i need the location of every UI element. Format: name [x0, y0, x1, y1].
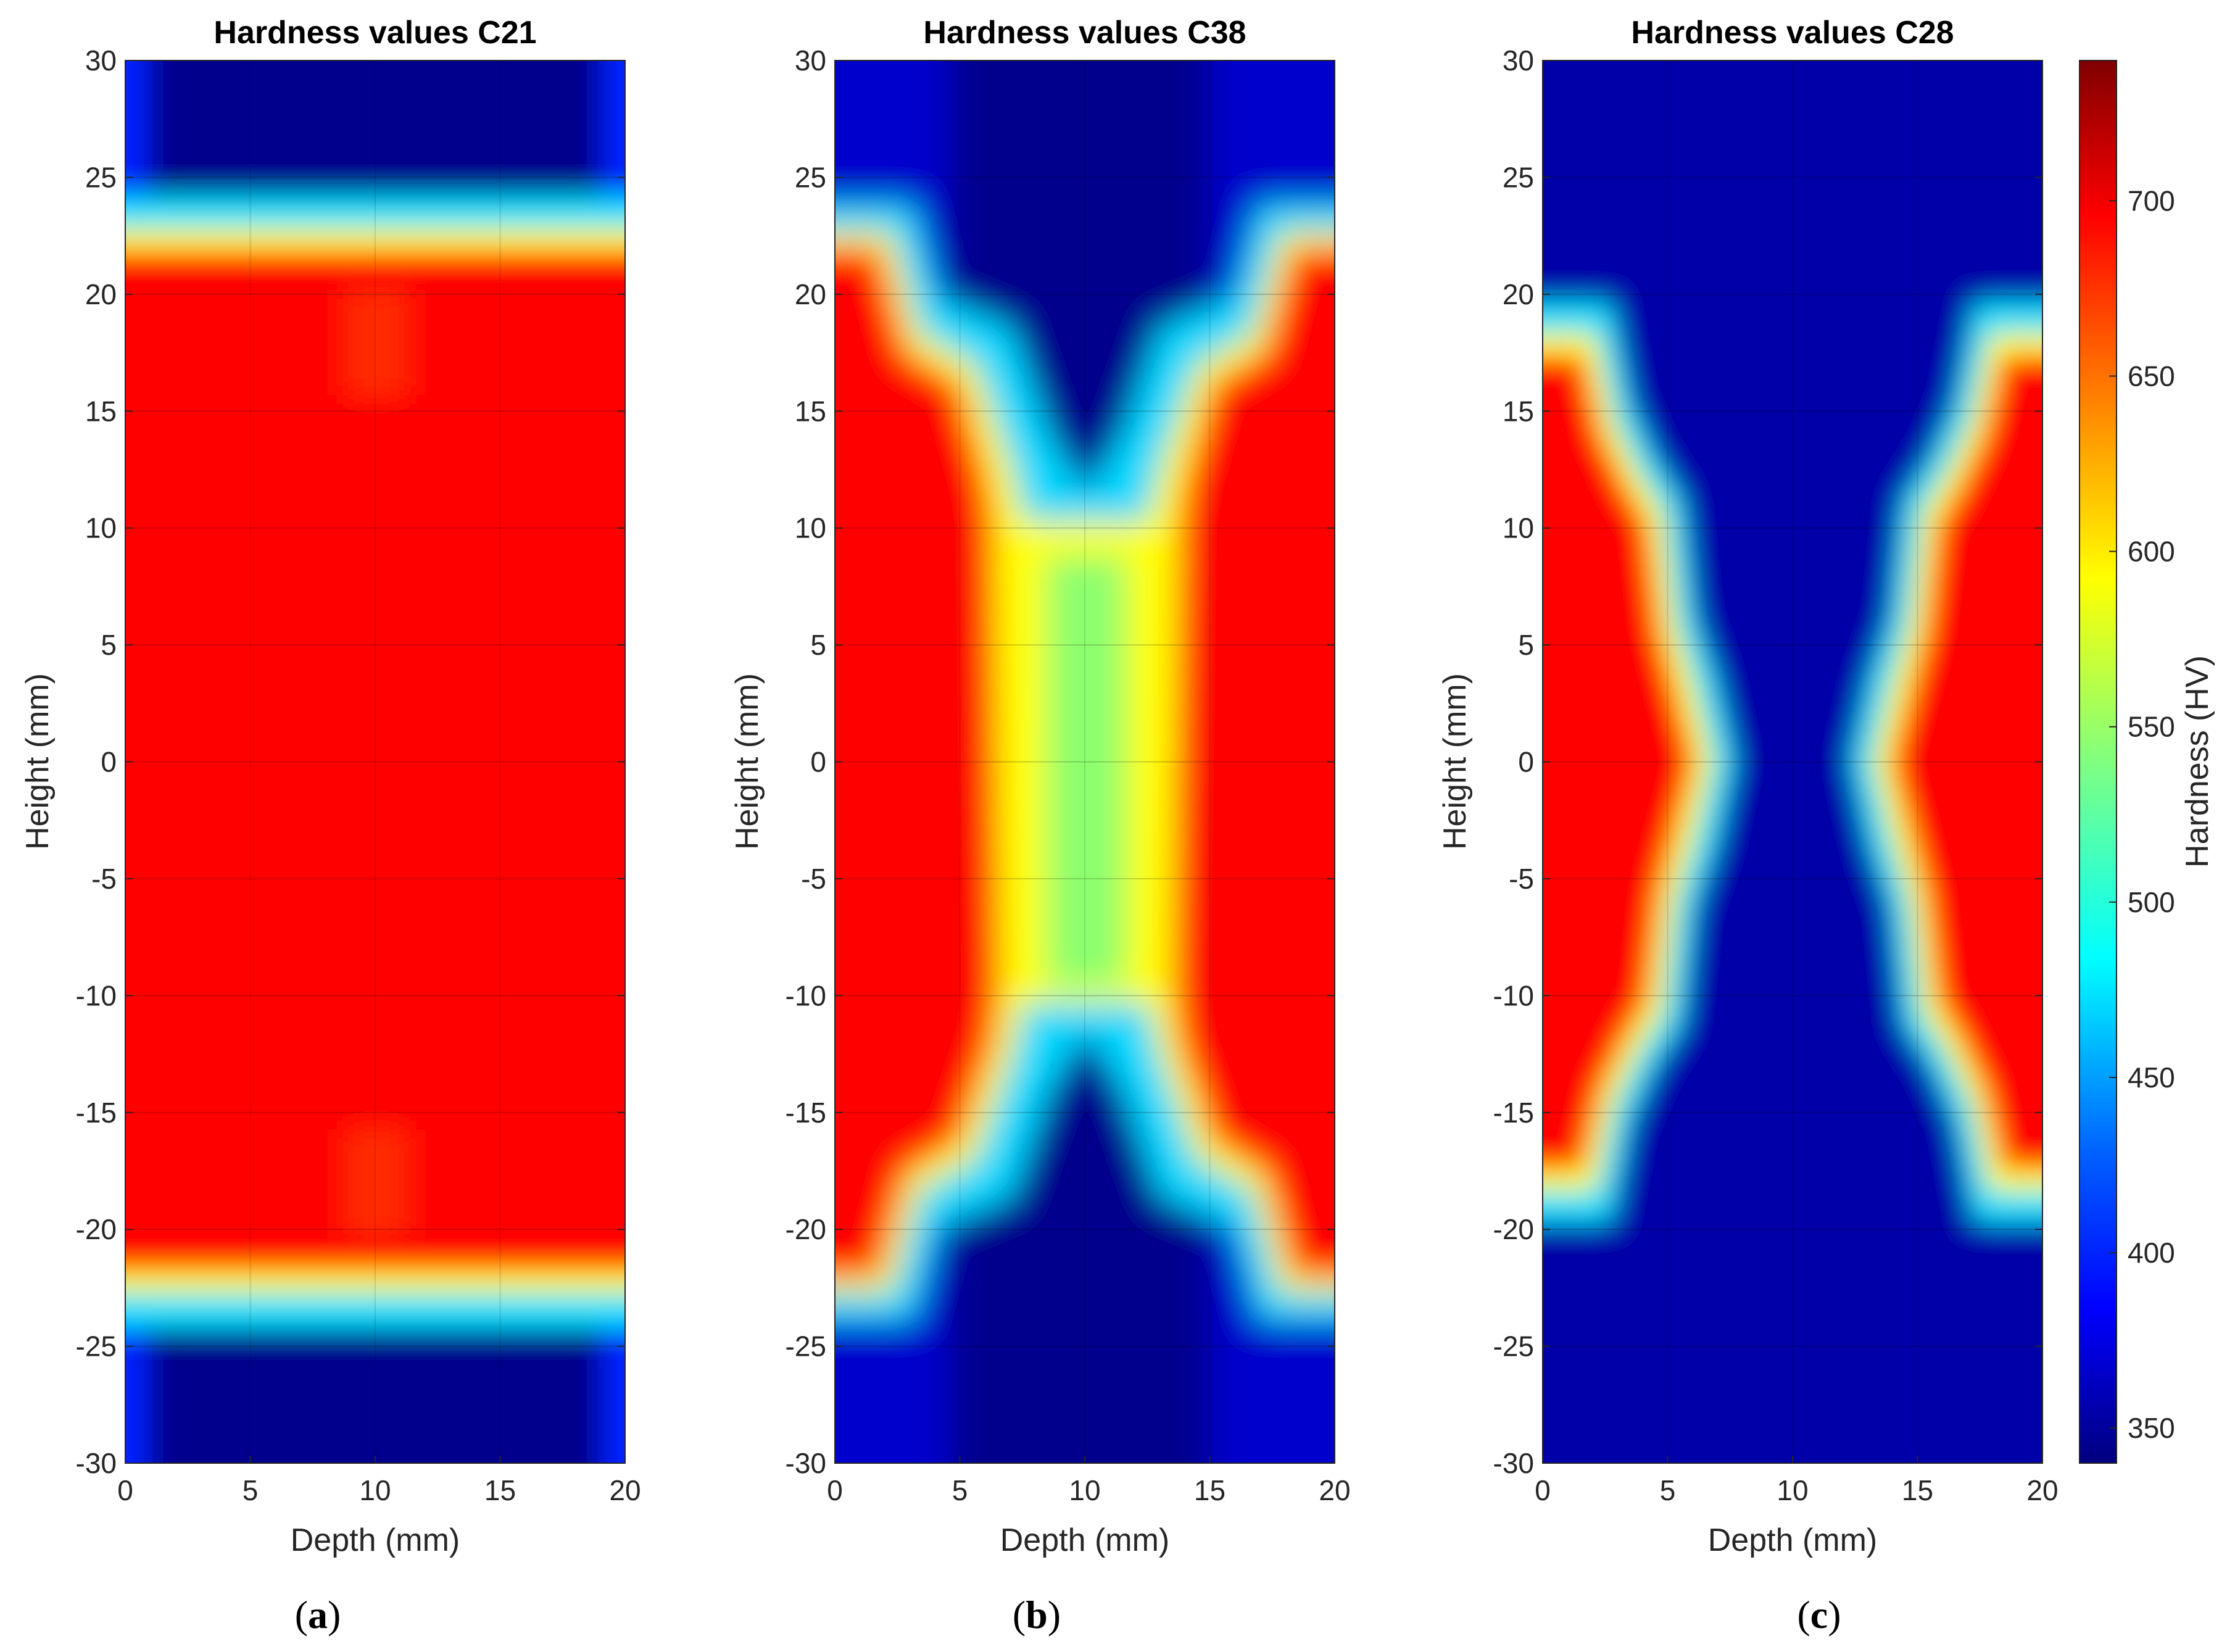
- y-tick-label: 10: [85, 512, 117, 544]
- y-tick-label: 30: [795, 44, 826, 77]
- y-tick-label: 20: [85, 278, 117, 310]
- y-tick-label: 5: [1518, 629, 1534, 661]
- y-tick-label: -5: [91, 863, 117, 895]
- x-axis-label-b: Depth (mm): [1000, 1522, 1169, 1558]
- panel-label-c: (c): [1797, 1593, 1841, 1637]
- y-tick-label: 20: [795, 278, 826, 310]
- x-tick-label: 20: [1319, 1474, 1350, 1506]
- colorbar-tick-label: 450: [2128, 1061, 2175, 1094]
- y-tick-label: 0: [810, 746, 826, 778]
- x-tick-label: 10: [1777, 1474, 1808, 1506]
- y-tick-label: -5: [1509, 863, 1534, 895]
- heatmap-a: [125, 60, 625, 1463]
- chart-title-a: Hardness values C21: [214, 15, 536, 51]
- chart-title-b: Hardness values C38: [923, 15, 1246, 51]
- heatmap-c: [1543, 60, 2042, 1463]
- y-tick-label: -10: [76, 979, 117, 1011]
- y-tick-label: 10: [1503, 512, 1534, 544]
- x-tick-label: 5: [1660, 1474, 1676, 1506]
- y-tick-label: -30: [76, 1447, 117, 1479]
- y-axis-label-c: Height (mm): [1437, 673, 1473, 850]
- y-tick-label: -20: [1493, 1213, 1534, 1245]
- y-tick-label: 0: [1518, 746, 1534, 778]
- y-tick-label: 30: [1503, 44, 1534, 77]
- x-axis-label-c: Depth (mm): [1708, 1522, 1877, 1558]
- colorbar-label: Hardness (HV): [2179, 655, 2215, 868]
- y-tick-label: 0: [101, 746, 117, 778]
- colorbar-tick-label: 500: [2128, 886, 2175, 918]
- colorbar-tick-label: 650: [2128, 360, 2175, 392]
- y-tick-label: -5: [801, 863, 826, 895]
- x-tick-label: 15: [1902, 1474, 1933, 1506]
- y-tick-label: -30: [1493, 1447, 1534, 1479]
- y-tick-label: -15: [1493, 1097, 1534, 1129]
- y-tick-label: 5: [101, 629, 117, 661]
- x-tick-label: 0: [117, 1474, 133, 1506]
- y-tick-label: 15: [795, 395, 826, 427]
- y-tick-label: -20: [786, 1213, 826, 1245]
- y-axis-label-a: Height (mm): [20, 673, 56, 850]
- y-tick-label: 10: [795, 512, 826, 544]
- y-tick-label: -25: [786, 1330, 826, 1363]
- x-tick-label: 20: [609, 1474, 641, 1506]
- colorbar-tick-label: 600: [2128, 536, 2175, 568]
- x-tick-label: 5: [952, 1474, 968, 1506]
- colorbar-gradient: [2080, 60, 2117, 1463]
- colorbar-tick-label: 400: [2128, 1237, 2175, 1269]
- x-tick-label: 10: [359, 1474, 391, 1506]
- x-tick-label: 5: [243, 1474, 259, 1506]
- y-tick-label: -10: [786, 979, 826, 1011]
- colorbar-tick-label: 550: [2128, 711, 2175, 743]
- y-tick-label: 30: [85, 44, 117, 77]
- y-tick-label: 5: [810, 629, 826, 661]
- colorbar-tick-label: 350: [2128, 1412, 2175, 1444]
- y-tick-label: -30: [786, 1447, 826, 1479]
- x-tick-label: 0: [1535, 1474, 1551, 1506]
- x-tick-label: 15: [1194, 1474, 1225, 1506]
- x-axis-label-a: Depth (mm): [291, 1522, 460, 1558]
- x-tick-label: 10: [1069, 1474, 1100, 1506]
- y-tick-label: -15: [76, 1097, 117, 1129]
- y-tick-label: -10: [1493, 979, 1534, 1011]
- y-tick-label: 25: [795, 161, 826, 193]
- x-tick-label: 15: [484, 1474, 516, 1506]
- x-tick-label: 20: [2026, 1474, 2058, 1506]
- y-tick-label: 25: [1503, 161, 1534, 193]
- x-tick-label: 0: [827, 1474, 843, 1506]
- y-tick-label: -25: [1493, 1330, 1534, 1363]
- y-tick-label: -20: [76, 1213, 117, 1245]
- chart-title-c: Hardness values C28: [1631, 15, 1954, 51]
- colorbar: 700 650 600 550 500 450 400 350 Hardness (HV): [2079, 60, 2215, 1464]
- y-tick-label: -15: [786, 1097, 826, 1129]
- y-tick-label: -25: [76, 1330, 117, 1363]
- y-tick-label: 15: [1503, 395, 1534, 427]
- colorbar-tick-label: 700: [2128, 185, 2175, 217]
- heatmap-b: [835, 60, 1335, 1463]
- panel-label-a: (a): [295, 1593, 341, 1637]
- y-tick-label: 15: [85, 395, 117, 427]
- y-tick-label: 20: [1503, 278, 1534, 310]
- y-axis-label-b: Height (mm): [729, 673, 765, 850]
- colorbar-box: [2079, 60, 2117, 1464]
- colorbar-ticks: 700 650 600 550 500 450 400 350: [2109, 185, 2175, 1444]
- panel-label-b: (b): [1013, 1593, 1061, 1637]
- y-tick-label: 25: [85, 161, 117, 193]
